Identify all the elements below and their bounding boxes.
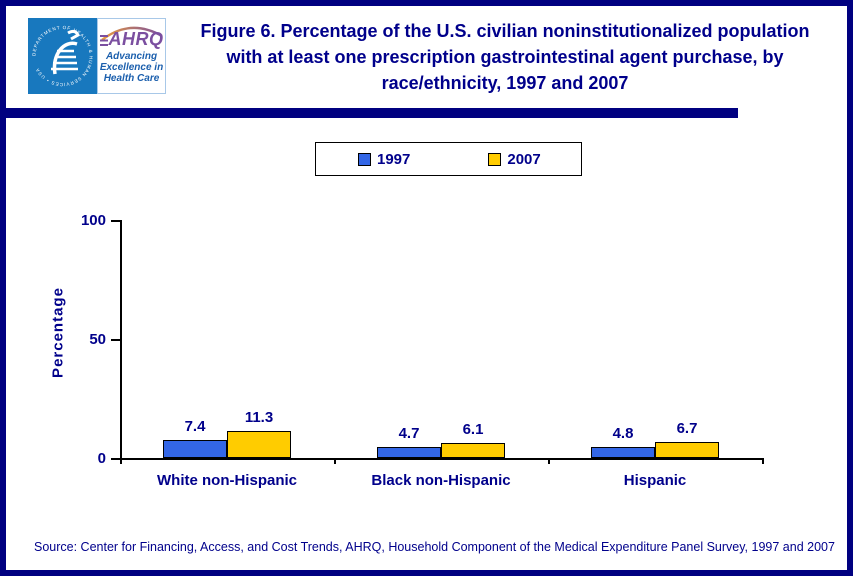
bar-1997-Hispanic <box>591 446 655 458</box>
bar-1997-White non-Hispanic <box>163 440 227 458</box>
tagline-line-2: Excellence in <box>99 62 164 73</box>
legend-label-2007: 2007 <box>507 150 541 168</box>
bar-1997-Black non-Hispanic <box>377 446 441 458</box>
category-label: Hispanic <box>623 472 687 489</box>
tagline-line-3: Health Care <box>103 73 160 84</box>
x-axis-tick <box>762 458 764 464</box>
legend-item-1997: 1997 <box>358 151 410 168</box>
title-divider-bar <box>6 108 738 118</box>
ahrq-speed-lines-icon <box>99 35 108 46</box>
bar-2007-Hispanic <box>655 442 719 458</box>
bar-value-label: 6.1 <box>462 421 484 439</box>
x-axis-line <box>120 458 764 460</box>
bar-value-label: 4.8 <box>612 424 634 442</box>
y-tick-label: 50 <box>89 331 106 348</box>
bar-value-label: 4.7 <box>398 424 420 442</box>
y-tick-label: 0 <box>97 450 106 467</box>
x-axis-tick <box>334 458 336 464</box>
figure-title: Figure 6. Percentage of the U.S. civilia… <box>200 21 810 93</box>
bar-value-label: 7.4 <box>184 418 206 436</box>
tagline-line-1: Advancing <box>105 51 158 62</box>
ahrq-acronym-text: AHRQ <box>108 29 164 49</box>
y-axis-line <box>120 220 122 464</box>
legend-swatch-1997 <box>358 152 371 166</box>
y-tick <box>111 220 120 222</box>
chart-legend: 1997 2007 <box>315 142 582 176</box>
bar-2007-Black non-Hispanic <box>441 443 505 458</box>
ahrq-acronym: AHRQ <box>98 29 165 49</box>
y-tick-label: 100 <box>80 212 106 229</box>
x-axis-tick <box>548 458 550 464</box>
category-label: White non-Hispanic <box>157 472 297 489</box>
y-axis-title: Percentage <box>49 287 67 378</box>
legend-item-2007: 2007 <box>488 150 541 168</box>
y-tick <box>111 458 120 460</box>
bar-2007-White non-Hispanic <box>227 431 291 458</box>
source-note: Source: Center for Financing, Access, an… <box>34 540 835 554</box>
legend-swatch-2007 <box>488 152 502 166</box>
hhs-ahrq-logo: DEPARTMENT OF HEALTH & HUMAN SERVICES • … <box>28 18 166 94</box>
hhs-seal-icon: DEPARTMENT OF HEALTH & HUMAN SERVICES • … <box>28 18 97 94</box>
bar-value-label: 6.7 <box>676 420 698 438</box>
category-label: Black non-Hispanic <box>371 472 511 489</box>
bar-value-label: 11.3 <box>244 409 274 427</box>
y-tick <box>111 339 120 341</box>
legend-label-1997: 1997 <box>377 150 411 168</box>
ahrq-tagline: Advancing Excellence in Health Care <box>98 51 165 84</box>
ahrq-logo: AHRQ Advancing Excellence in Health Care <box>97 18 166 94</box>
hhs-eagle-icon: DEPARTMENT OF HEALTH & HUMAN SERVICES • … <box>31 25 92 87</box>
